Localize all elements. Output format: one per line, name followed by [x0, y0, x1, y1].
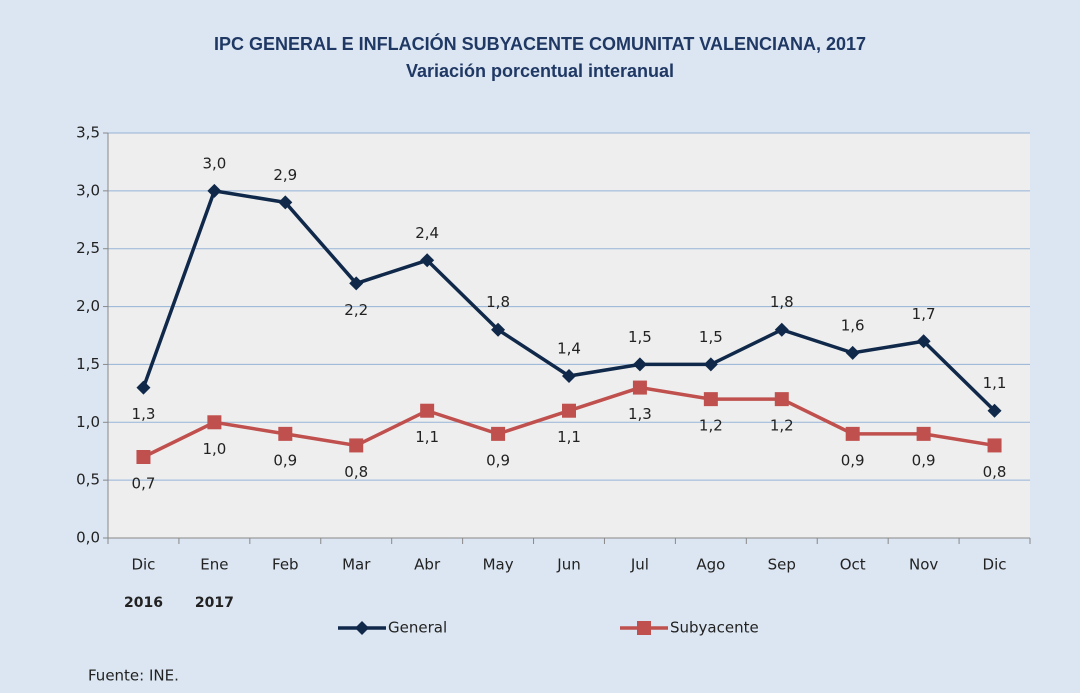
y-tick-label: 1,0	[76, 413, 100, 431]
point	[703, 357, 718, 372]
point	[491, 426, 506, 441]
data-label: 2,9	[273, 166, 297, 184]
x-year-label: 2017	[195, 595, 234, 611]
x-tick-label: Dic	[131, 556, 155, 574]
legend-marker	[355, 621, 369, 635]
data-label: 1,3	[628, 405, 652, 423]
x-tick-label: Mar	[342, 556, 371, 574]
x-tick-label: Jun	[556, 556, 580, 574]
point	[845, 426, 860, 441]
data-label: 1,1	[557, 428, 581, 446]
plot-area	[108, 133, 1030, 538]
chart-title: IPC GENERAL E INFLACIÓN SUBYACENTE COMUN…	[214, 33, 866, 54]
data-label: 0,9	[912, 451, 936, 469]
point	[774, 392, 789, 407]
x-tick-label: Abr	[414, 556, 441, 574]
data-label: 1,4	[557, 340, 581, 358]
x-tick-label: May	[483, 556, 514, 574]
point	[632, 380, 647, 395]
source: Fuente: INE.	[88, 667, 179, 685]
point	[136, 380, 151, 395]
data-label: 0,8	[983, 463, 1007, 481]
point	[916, 426, 931, 441]
data-label: 0,8	[344, 463, 368, 481]
x-tick-label: Nov	[909, 556, 938, 574]
x-tick-label: Jul	[630, 556, 649, 574]
legend-label: General	[388, 619, 447, 637]
data-label: 3,0	[202, 154, 226, 172]
data-label: 1,0	[202, 440, 226, 458]
point	[420, 403, 435, 418]
x-tick-label: Ene	[200, 556, 228, 574]
chart-subtitle: Variación porcentual interanual	[406, 61, 674, 81]
x-tick-label: Oct	[840, 556, 866, 574]
y-tick-label: 2,5	[76, 239, 100, 257]
legend-label: Subyacente	[670, 619, 759, 637]
data-label: 1,1	[415, 428, 439, 446]
point	[420, 253, 435, 268]
y-tick-label: 0,5	[76, 471, 100, 489]
legend-marker	[637, 621, 651, 635]
data-label: 1,7	[912, 305, 936, 323]
x-year-label: 2016	[124, 595, 163, 611]
y-tick-label: 3,5	[76, 124, 100, 142]
point	[278, 195, 293, 210]
data-label: 1,3	[132, 405, 156, 423]
data-label: 1,2	[699, 417, 723, 435]
point	[987, 403, 1002, 418]
x-tick-label: Dic	[983, 556, 1007, 574]
x-tick-label: Sep	[768, 556, 796, 574]
data-label: 1,8	[770, 293, 794, 311]
x-tick-label: Feb	[272, 556, 299, 574]
y-tick-label: 2,0	[76, 297, 100, 315]
point	[278, 426, 293, 441]
point	[207, 415, 222, 430]
y-tick-label: 0,0	[76, 529, 100, 547]
x-tick-label: Ago	[696, 556, 725, 574]
data-label: 1,1	[983, 374, 1007, 392]
point	[987, 438, 1002, 453]
data-label: 1,2	[770, 417, 794, 435]
data-label: 0,7	[132, 475, 156, 493]
point	[207, 183, 222, 198]
point	[632, 357, 647, 372]
y-tick-label: 3,0	[76, 181, 100, 199]
point	[774, 322, 789, 337]
data-label: 0,9	[273, 451, 297, 469]
point	[845, 345, 860, 360]
point	[491, 322, 506, 337]
point	[136, 450, 151, 464]
data-label: 0,9	[841, 451, 865, 469]
point	[349, 438, 364, 453]
data-label: 1,6	[841, 316, 865, 334]
data-label: 1,5	[699, 328, 723, 346]
y-tick-label: 1,5	[76, 355, 100, 373]
data-label: 0,9	[486, 451, 510, 469]
point	[916, 334, 931, 349]
point	[562, 403, 576, 418]
data-label: 2,2	[344, 301, 368, 319]
data-label: 1,5	[628, 328, 652, 346]
point	[349, 276, 364, 291]
point	[562, 369, 576, 383]
data-label: 1,8	[486, 293, 510, 311]
data-label: 2,4	[415, 224, 439, 242]
point	[703, 392, 718, 407]
